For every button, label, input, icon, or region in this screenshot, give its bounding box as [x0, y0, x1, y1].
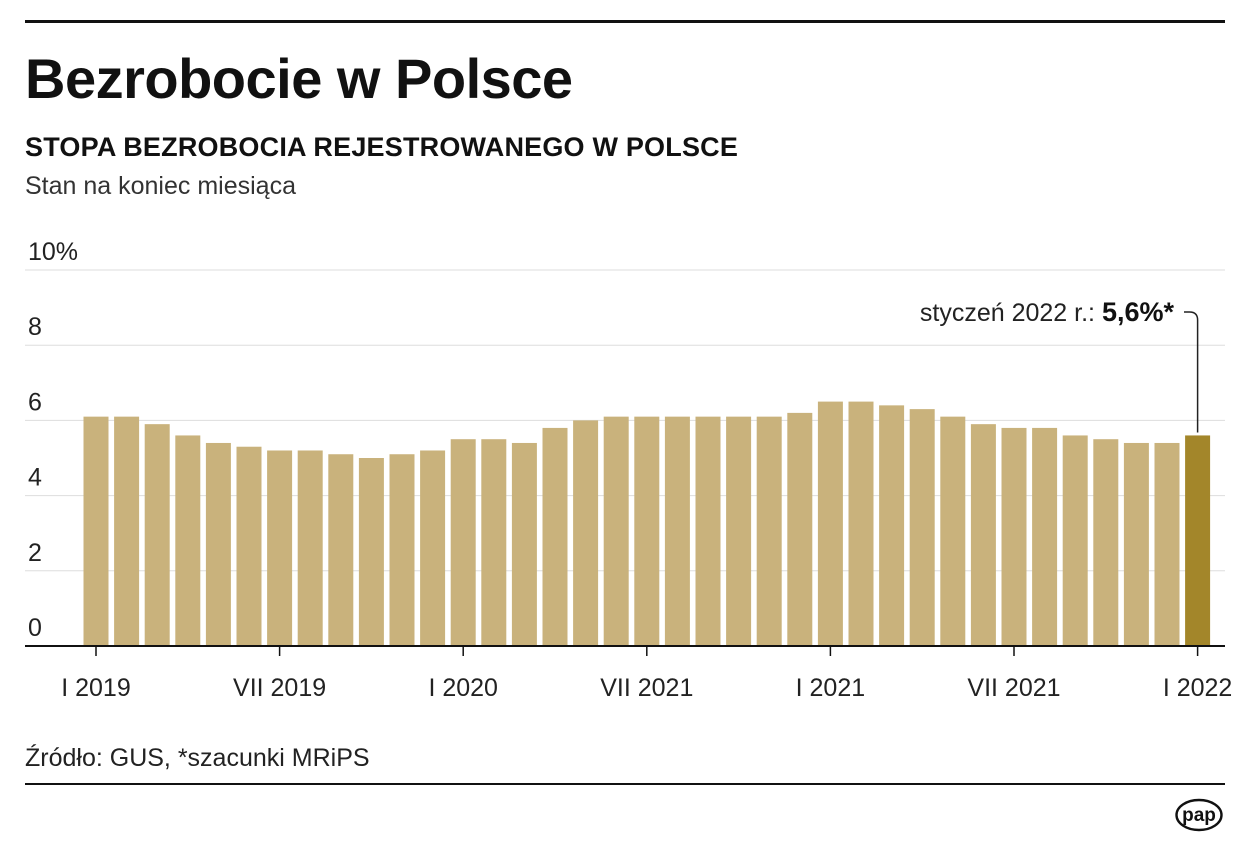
x-tick-label: VII 2021	[967, 674, 1060, 702]
bar	[205, 442, 231, 646]
bar	[909, 409, 935, 646]
bar	[1123, 442, 1149, 646]
y-tick-label: 10%	[28, 238, 78, 266]
y-axis-ticks: 0 2 4 6 8 10%	[28, 238, 78, 642]
x-tick-label: I 2019	[61, 674, 131, 702]
bar	[1185, 435, 1211, 646]
y-tick-label: 0	[28, 614, 42, 642]
bar	[420, 450, 446, 646]
annotation: styczeń 2022 r.: 5,6%*	[920, 297, 1199, 433]
bar	[879, 405, 905, 646]
bar	[83, 416, 109, 646]
x-axis-ticks: I 2019 VII 2019 I 2020 VII 2021 I 2021 VII 20…	[61, 646, 1232, 702]
bar	[358, 458, 384, 646]
bar	[695, 416, 721, 646]
bar	[175, 435, 201, 646]
bar	[1154, 442, 1180, 646]
x-tick-label: VII 2019	[233, 674, 326, 702]
bar	[511, 442, 537, 646]
bar	[817, 401, 843, 646]
bar	[634, 416, 660, 646]
chart-subtitle: STOPA BEZROBOCIA REJESTROWANEGO W POLSCE	[25, 132, 739, 162]
source-note: Źródło: GUS, *szacunki MRiPS	[25, 744, 370, 772]
top-rule	[25, 20, 1225, 23]
bar	[726, 416, 752, 646]
bar	[1032, 427, 1058, 646]
bar	[848, 401, 874, 646]
svg-text:pap: pap	[1182, 805, 1216, 826]
annotation-text: styczeń 2022 r.:	[920, 299, 1102, 327]
bar	[236, 446, 262, 646]
bar	[481, 439, 507, 646]
x-tick-label: I 2020	[428, 674, 498, 702]
bottom-rule	[25, 783, 1225, 785]
bar	[573, 420, 599, 646]
annotation-label: styczeń 2022 r.: 5,6%*	[920, 297, 1175, 327]
bar	[1093, 439, 1119, 646]
bar	[1062, 435, 1088, 646]
annotation-leader-line	[1184, 311, 1199, 433]
bar	[756, 416, 782, 646]
y-tick-label: 8	[28, 313, 42, 341]
x-tick-label: I 2022	[1163, 674, 1233, 702]
bar	[787, 412, 813, 646]
bar	[970, 424, 996, 646]
bar	[114, 416, 140, 646]
bar	[542, 427, 568, 646]
pap-logo-icon: pap	[1175, 798, 1223, 832]
y-tick-label: 4	[28, 464, 42, 492]
bar	[267, 450, 293, 646]
bar	[940, 416, 966, 646]
y-tick-label: 2	[28, 539, 42, 567]
bar	[389, 454, 415, 646]
chart-note: Stan na koniec miesiąca	[25, 172, 296, 200]
bar	[450, 439, 476, 646]
bar	[144, 424, 170, 646]
bar	[603, 416, 629, 646]
bars	[83, 401, 1211, 646]
bar	[664, 416, 690, 646]
y-tick-label: 6	[28, 388, 42, 416]
x-tick-label: I 2021	[796, 674, 866, 702]
bar	[297, 450, 323, 646]
chart-title: Bezrobocie w Polsce	[25, 47, 573, 110]
bar	[1001, 427, 1027, 646]
x-tick-label: VII 2021	[600, 674, 693, 702]
bar	[328, 454, 354, 646]
annotation-value: 5,6%*	[1102, 297, 1175, 327]
